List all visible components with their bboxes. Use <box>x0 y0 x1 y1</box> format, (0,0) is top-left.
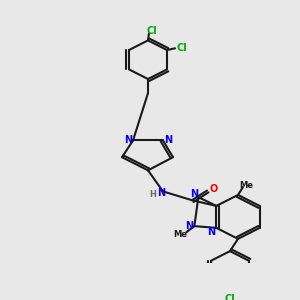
Text: Cl: Cl <box>225 294 236 300</box>
Text: N: N <box>207 227 215 237</box>
Text: N: N <box>190 189 198 199</box>
Text: N: N <box>164 135 172 145</box>
Text: N: N <box>185 221 194 231</box>
Text: Me: Me <box>239 181 253 190</box>
Text: Cl: Cl <box>147 26 158 36</box>
Text: H: H <box>150 190 156 199</box>
Text: Me: Me <box>173 230 187 238</box>
Text: N: N <box>124 135 132 145</box>
Text: Cl: Cl <box>177 43 188 53</box>
Text: O: O <box>210 184 218 194</box>
Text: N: N <box>157 188 165 198</box>
